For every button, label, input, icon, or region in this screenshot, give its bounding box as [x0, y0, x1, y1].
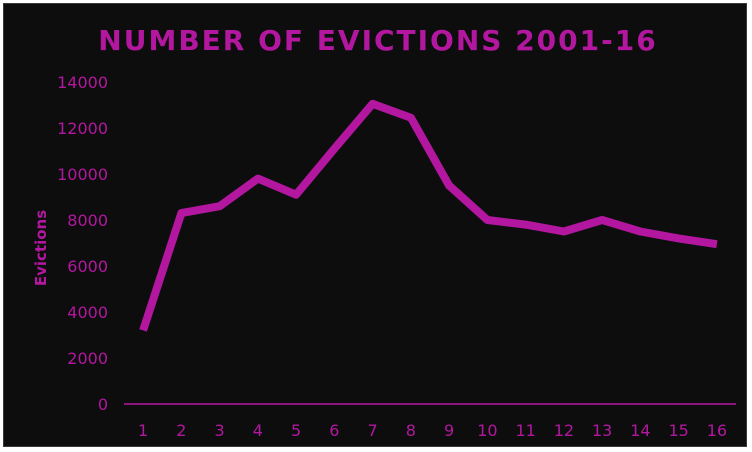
- y-axis-ticks: 0 2000 4000 6000 8000 10000 12000 14000: [57, 73, 108, 414]
- x-tick-label: 15: [668, 421, 688, 440]
- y-tick-label: 14000: [57, 73, 108, 92]
- x-tick-label: 7: [368, 421, 378, 440]
- x-tick-label: 9: [444, 421, 454, 440]
- x-tick-label: 16: [707, 421, 727, 440]
- x-tick-label: 2: [176, 421, 186, 440]
- y-tick-label: 0: [98, 395, 108, 414]
- series-group: [139, 99, 718, 332]
- y-tick-label: 8000: [67, 211, 108, 230]
- x-tick-label: 3: [215, 421, 225, 440]
- chart-title: NUMBER OF EVICTIONS 2001-16: [98, 24, 657, 57]
- x-tick-label: 14: [630, 421, 650, 440]
- chart-frame: NUMBER OF EVICTIONS 2001-16 Evictions 0 2…: [3, 3, 747, 447]
- x-tick-label: 11: [515, 421, 535, 440]
- y-tick-label: 6000: [67, 257, 108, 276]
- y-tick-label: 12000: [57, 119, 108, 138]
- series-line: [139, 99, 718, 332]
- eviction-line-chart: NUMBER OF EVICTIONS 2001-16 Evictions 0 2…: [32, 24, 736, 440]
- x-tick-label: 1: [138, 421, 148, 440]
- y-axis-title: Evictions: [32, 210, 50, 286]
- x-tick-label: 8: [406, 421, 416, 440]
- x-tick-label: 10: [477, 421, 497, 440]
- x-tick-label: 5: [291, 421, 301, 440]
- y-tick-label: 2000: [67, 349, 108, 368]
- y-tick-label: 10000: [57, 165, 108, 184]
- x-axis-ticks: 1 2 3 4 5 6 7 8 9 10 11 12 13 14 15 16: [138, 421, 727, 440]
- x-tick-label: 12: [554, 421, 574, 440]
- y-tick-label: 4000: [67, 303, 108, 322]
- x-tick-label: 4: [253, 421, 263, 440]
- x-tick-label: 6: [329, 421, 339, 440]
- x-tick-label: 13: [592, 421, 612, 440]
